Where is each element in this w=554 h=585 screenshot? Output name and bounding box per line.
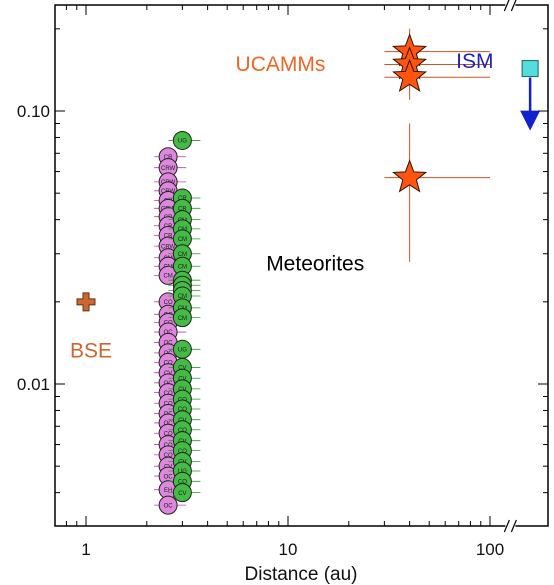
meteorite-point-label: CO	[178, 480, 187, 486]
x-axis-label: Distance (au)	[245, 564, 358, 585]
y-tick-label: 0.01	[17, 375, 50, 394]
meteorite-point	[172, 130, 192, 150]
meteorite-point-label: CV	[178, 491, 186, 497]
meteorite-point-label: CM	[178, 237, 187, 243]
meteorite-point-label: CR	[178, 207, 187, 213]
meteorite-point-label: CM	[178, 294, 187, 300]
meteorite-point-label: CO	[178, 407, 187, 413]
meteorite-point-label: UG	[178, 139, 187, 145]
meteorite-point	[172, 308, 192, 328]
bse-plus-point	[76, 292, 96, 312]
axis-break-gap	[505, 519, 516, 533]
meteorite-point-label: CO	[164, 300, 173, 306]
x-tick-label: 10	[279, 540, 298, 559]
axis-break-mark	[503, 519, 510, 533]
meteorite-point-label: EH	[164, 488, 172, 494]
meteorite-point-label: CM	[163, 274, 172, 280]
axis-break-gap	[505, 0, 516, 12]
meteorite-point-label: CO	[178, 449, 187, 455]
meteorite-point-label: CM	[178, 316, 187, 322]
axis-break-mark	[510, 519, 517, 533]
x-tick-label: 1	[81, 540, 90, 559]
meteorite-point-label: CRW	[161, 244, 176, 250]
ism-square-point	[521, 60, 539, 78]
meteorite-point-label: CO	[164, 431, 173, 437]
meteorite-point-label: CM	[178, 264, 187, 270]
meteorite-point-label: CO	[178, 428, 187, 434]
plot-frame	[54, 4, 549, 527]
meteorite-point-label: CO	[164, 453, 173, 459]
meteorite-point-label: UG	[178, 348, 187, 354]
meteorite-point-label: OC	[164, 474, 174, 480]
meteorite-point	[158, 495, 178, 515]
ucamm-star-point	[392, 58, 428, 93]
plot-area: CRCRWCRWCRWCRCRWCRCRCRCRWCMCMCMCOCOCOOCO…	[70, 28, 541, 515]
axis-break-mark	[510, 0, 517, 12]
annotation-label: Meteorites	[266, 253, 364, 276]
meteorite-point-label: CV	[178, 366, 186, 372]
axes: 1 10 100 0.01 0.10	[17, 0, 548, 559]
meteorite-point-label: CM	[178, 252, 187, 258]
meteorite-point-label: CR	[164, 155, 173, 161]
meteorite-point	[172, 483, 192, 503]
ucamm-star-point	[392, 159, 428, 193]
annotation-label: ISM	[456, 50, 493, 73]
meteorite-point-label: OC	[164, 503, 174, 509]
meteorite-point-label: CRW	[161, 166, 176, 172]
x-tick-label: 100	[476, 540, 504, 559]
y-tick-label: 0.10	[17, 102, 50, 121]
annotation-label: BSE	[70, 340, 112, 363]
annotation-label: UCAMMs	[236, 53, 326, 76]
axis-break-mark	[503, 0, 510, 12]
